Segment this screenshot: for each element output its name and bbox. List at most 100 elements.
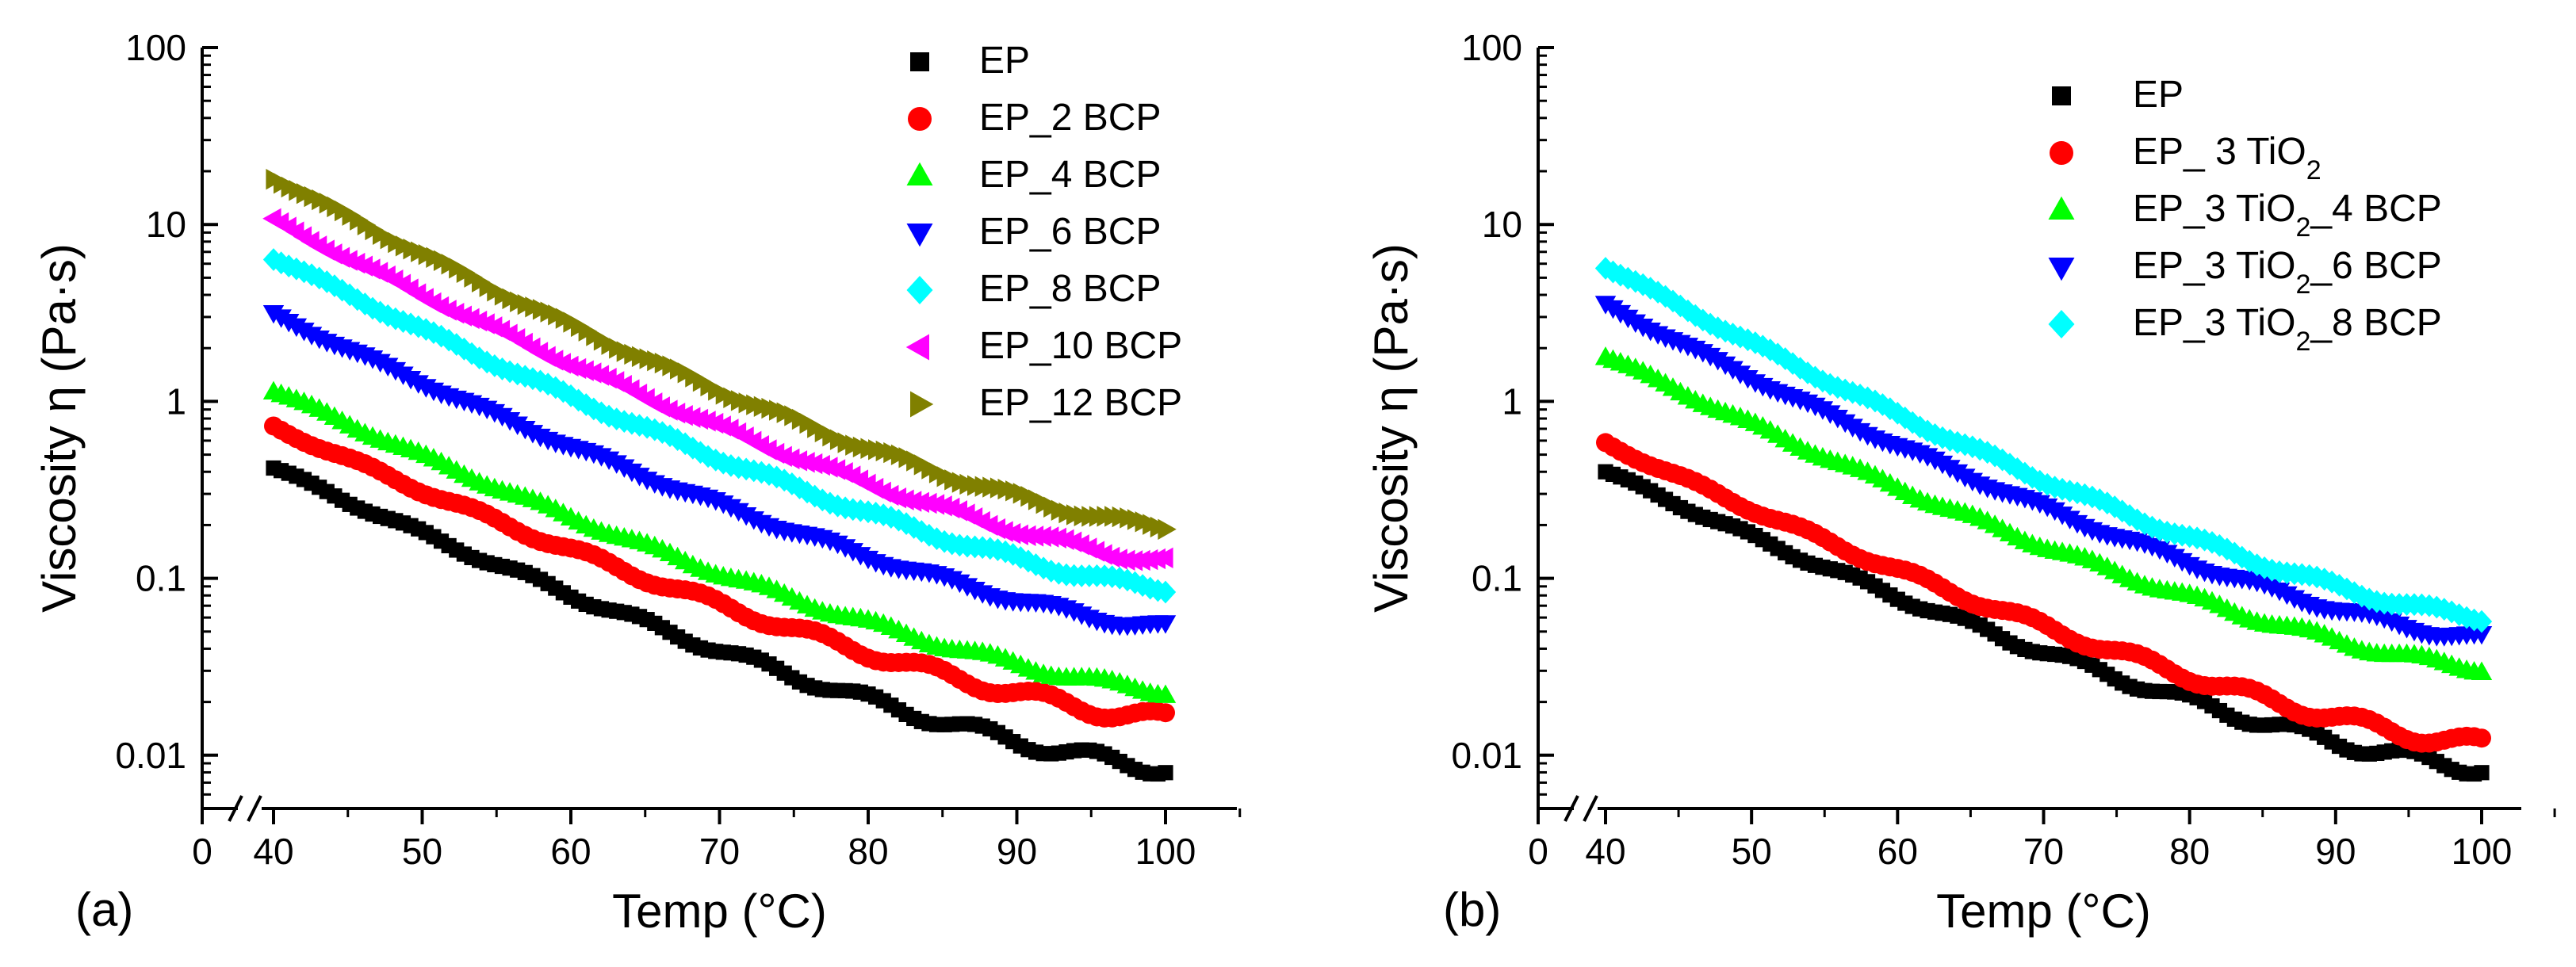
data-point [682,436,704,460]
data-point [1158,765,1173,781]
x-tick-label: 0 [1528,831,1548,872]
legend-label: EP_4 BCP [979,154,1161,196]
data-point [803,453,823,475]
data-point [1700,312,1721,336]
data-point [1154,684,1177,703]
legend-marker-ep-12-bcp [910,391,934,418]
data-point [1156,703,1175,723]
legend-label: EP_3 TiO2_4 BCP [2133,188,2442,243]
series-ep [266,460,1173,782]
data-point [796,480,818,504]
legend-marker-ep-6-bcp [906,224,933,247]
data-point [1001,522,1021,545]
x-tick-label: 100 [1135,831,1196,872]
data-point [568,388,589,412]
data-point [1999,453,2021,476]
data-point [766,465,787,489]
data-point [1602,260,1624,284]
legend-label: EP [2133,74,2184,116]
data-point [1154,580,1177,604]
data-point [1767,342,1789,366]
axis-break-mark [1583,795,1598,822]
panel-label: (b) [1443,883,1501,936]
y-axis-title: Viscosity η (Pa·s) [33,243,86,613]
series-ep-3-tio-6-bcp [1594,296,2493,647]
axis-break-mark [228,795,243,822]
data-point [925,494,945,515]
legend-label: EP_2 BCP [979,97,1161,139]
y-tick-label: 10 [146,204,186,245]
data-point [545,376,566,399]
panel-a: 0.01 0.1 1 10 100 0 40 50 60 70 80 90 100 Temp (°C) Vi… [33,27,1242,938]
series-ep-3-tio-4-bcp [1594,346,2493,680]
x-tick-label: 70 [699,831,740,872]
series-ep-3-tio [1596,433,2491,753]
data-point [2231,545,2253,569]
x-tick-label: 0 [192,831,212,872]
data-point [1002,543,1024,566]
data-point [477,350,498,374]
x-tick-label: 50 [1732,831,1772,872]
series-ep-8-bcp [262,248,1177,604]
x-axis-title: Temp (°C) [612,885,827,938]
data-point [1039,526,1059,548]
data-point [423,321,445,345]
panel-b: 0.01 0.1 1 10 100 0 40 50 60 70 80 90 100 Temp (°C) Vi… [1365,27,2556,938]
data-point [902,491,922,512]
data-point [675,432,696,456]
panel-label: (a) [75,883,133,936]
data-point [781,472,803,495]
y-tick-label: 100 [125,27,186,68]
data-point [2474,765,2490,781]
series-ep-12-bcp [266,168,1177,540]
data-point [469,346,490,370]
x-tick-label: 50 [402,831,442,872]
x-tick-label: 90 [2315,831,2356,872]
data-point [446,333,467,356]
legend-marker-ep-3-tio-4-bcp [2048,196,2075,220]
data-point [1894,406,1916,430]
x-axis-title: Temp (°C) [1936,885,2151,938]
y-tick-label: 1 [1502,380,1522,422]
data-point [796,452,815,473]
data-point [583,397,605,421]
data-point [1632,273,1654,296]
data-point [804,484,825,508]
data-point [2134,512,2156,536]
data-point [1158,518,1177,540]
y-tick-label: 10 [1482,204,1522,245]
legend-label: EP_ 3 TiO2 [2133,131,2321,185]
legend-marker-ep-2-bcp [908,107,932,131]
data-point [1797,361,1819,384]
legend-label: EP_8 BCP [979,268,1161,310]
legend-marker-ep-10-bcp [905,334,929,361]
data-point [2336,577,2358,601]
series-ep-3-tio-8-bcp [1594,257,2493,633]
axis-break-mark [247,795,262,822]
x-tick-label: 80 [848,831,888,872]
legend-label: EP_3 TiO2_6 BCP [2133,245,2442,300]
data-point [1902,411,1923,434]
data-point [438,328,460,352]
x-tick-label: 100 [2452,831,2513,872]
x-tick-label: 60 [550,831,591,872]
x-tick-label: 40 [253,831,293,872]
data-point [1864,389,1886,413]
x-tick-label: 40 [1585,831,1625,872]
legend-marker-ep-3-tio-6-bcp [2048,258,2075,281]
legend-marker-ep-8-bcp [906,276,933,304]
legend-marker-ep [2052,86,2071,105]
data-point [697,445,719,468]
data-point [415,318,437,342]
data-point [1625,269,1646,293]
legend-label: EP [979,40,1030,82]
y-tick-label: 0.1 [1472,558,1522,599]
y-tick-label: 0.01 [115,735,186,776]
data-point [918,492,937,514]
data-point [2472,728,2491,748]
data-point [1047,527,1066,548]
legend-marker-ep-3-tio [2050,141,2073,165]
data-point [895,489,914,510]
